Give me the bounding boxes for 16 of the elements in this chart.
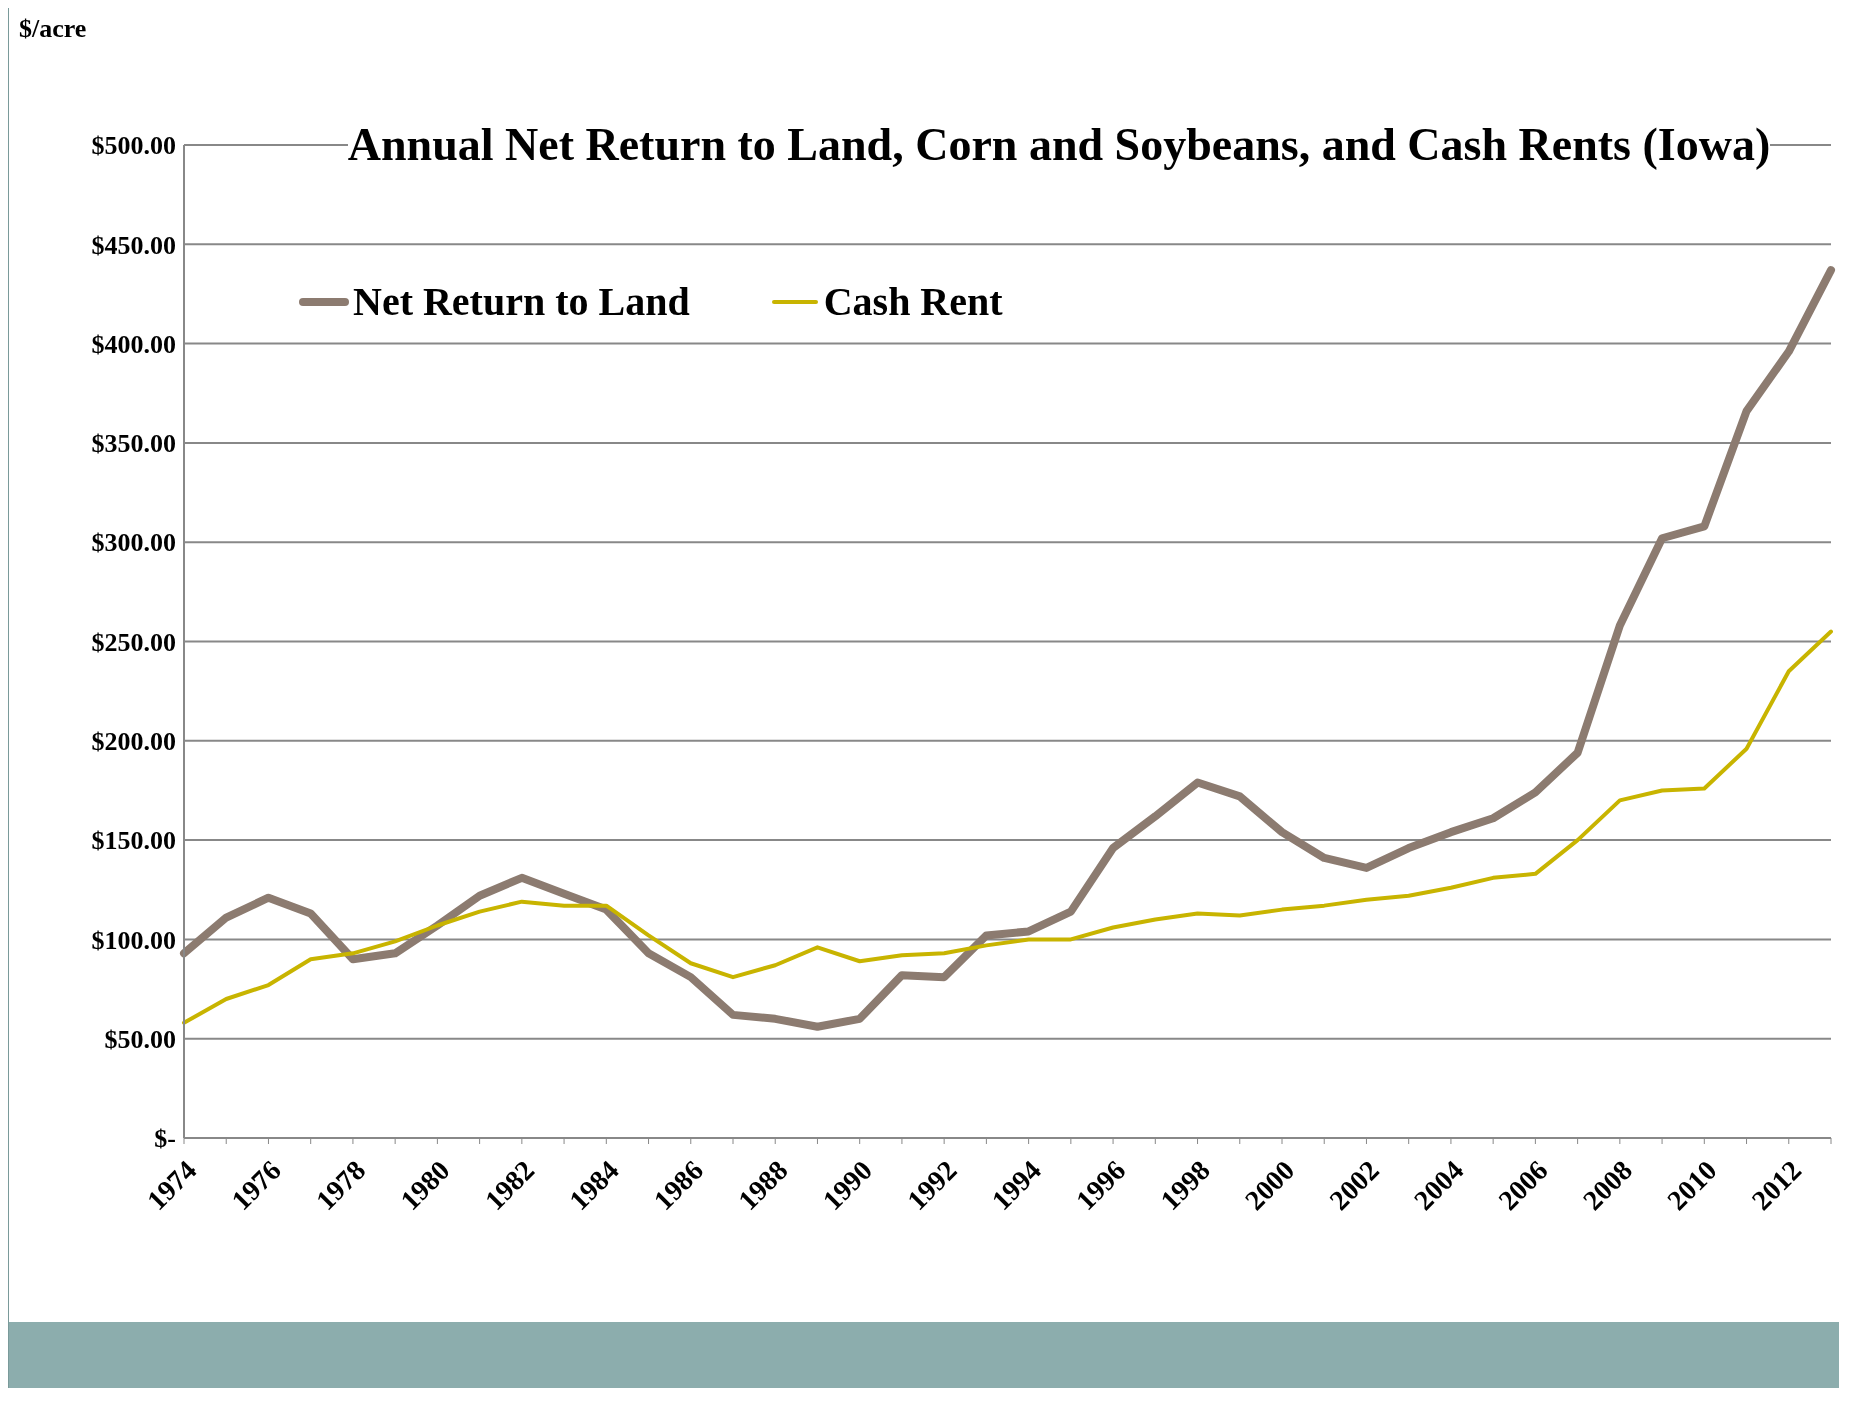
y-tick-label: $200.00 (91, 727, 176, 757)
line-series (182, 629, 1833, 1025)
y-tick-label: $250.00 (91, 627, 176, 657)
chart-title: Annual Net Return to Land, Corn and Soybeans, and Cash Rents (Iowa) (347, 119, 1771, 170)
legend-label: Net Return to Land (353, 278, 690, 325)
y-tick-label: $350.00 (91, 429, 176, 459)
y-tick-label: $- (154, 1124, 176, 1154)
y-tick-label: $500.00 (91, 131, 176, 161)
y-tick-label: $450.00 (91, 230, 176, 260)
legend-label: Cash Rent (823, 278, 1003, 325)
y-tick-label: $50.00 (104, 1024, 176, 1054)
y-axis-title: $/acre (19, 14, 87, 44)
y-tick-label: $100.00 (91, 925, 176, 955)
y-tick-label: $150.00 (91, 826, 176, 856)
y-tick-label: $400.00 (91, 329, 176, 359)
y-tick-label: $300.00 (91, 528, 176, 558)
